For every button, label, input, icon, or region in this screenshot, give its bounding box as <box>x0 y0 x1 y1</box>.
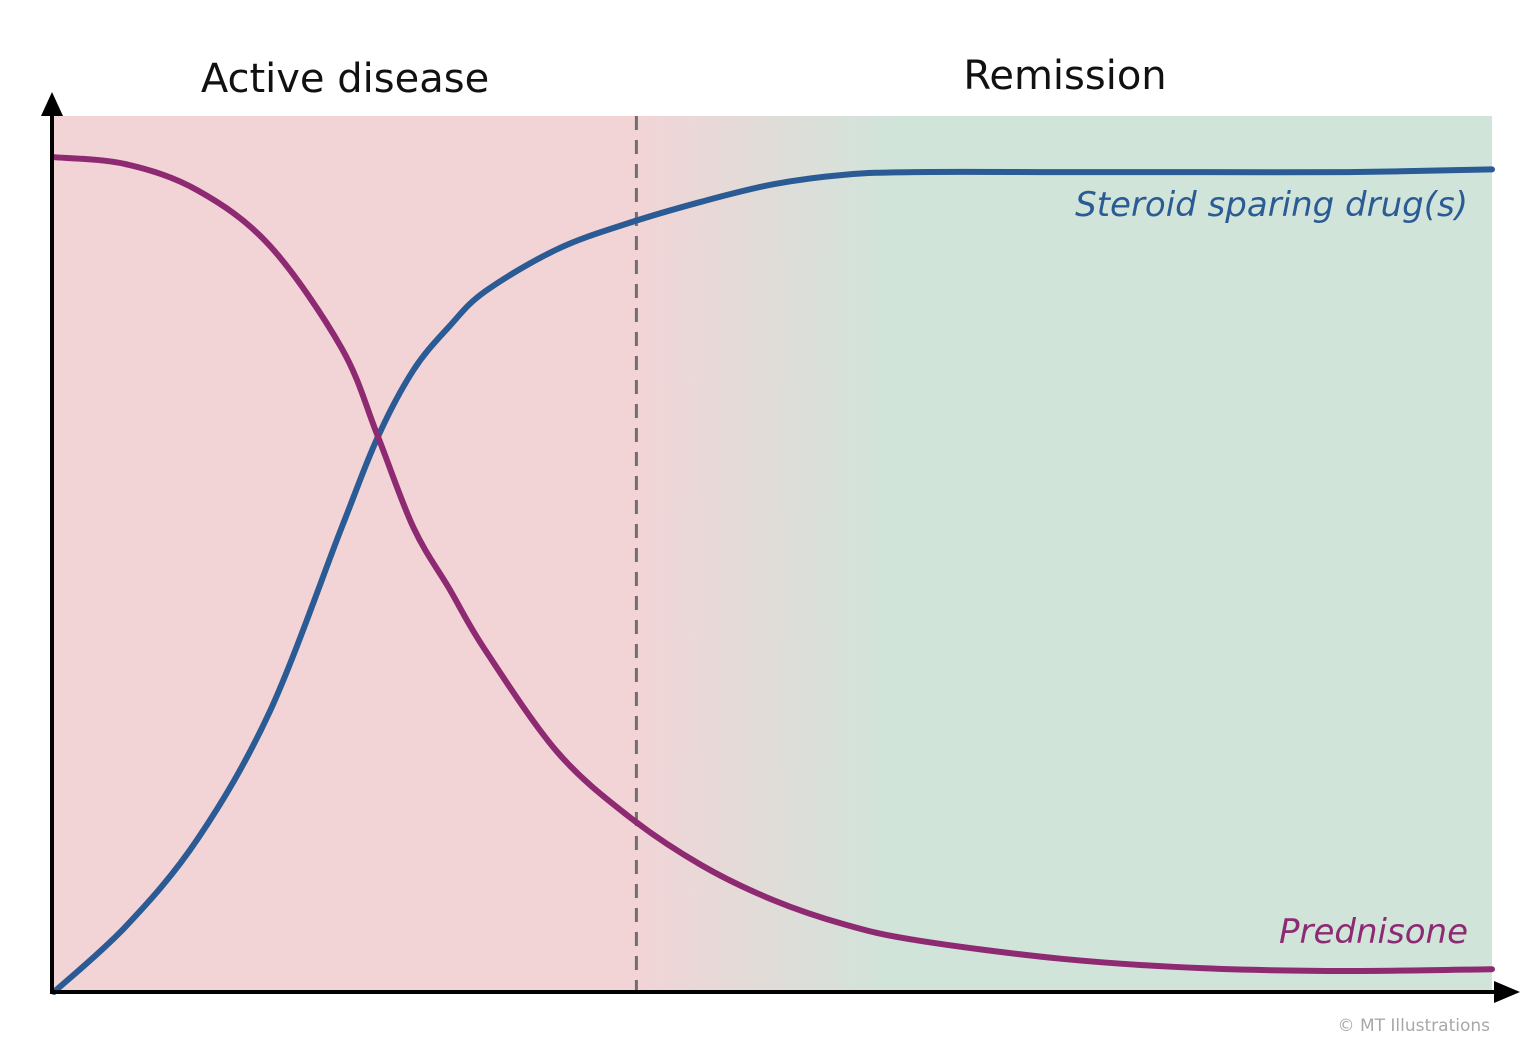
phase-label-active-disease: Active disease <box>201 56 489 102</box>
series-label-prednisone: Prednisone <box>1279 912 1468 952</box>
series-layer <box>51 154 1495 995</box>
phase-label-remission: Remission <box>963 53 1166 99</box>
series-line-prednisone <box>51 154 1495 975</box>
plot-background <box>54 116 1492 992</box>
credit-text: © MT Illustrations <box>1338 1016 1491 1036</box>
x-axis-arrowhead <box>1494 981 1520 1003</box>
series-line-steroid-sparing <box>51 166 1495 995</box>
y-axis-arrowhead <box>41 92 63 116</box>
series-label-steroid-sparing: Steroid sparing drug(s) <box>1075 185 1468 225</box>
